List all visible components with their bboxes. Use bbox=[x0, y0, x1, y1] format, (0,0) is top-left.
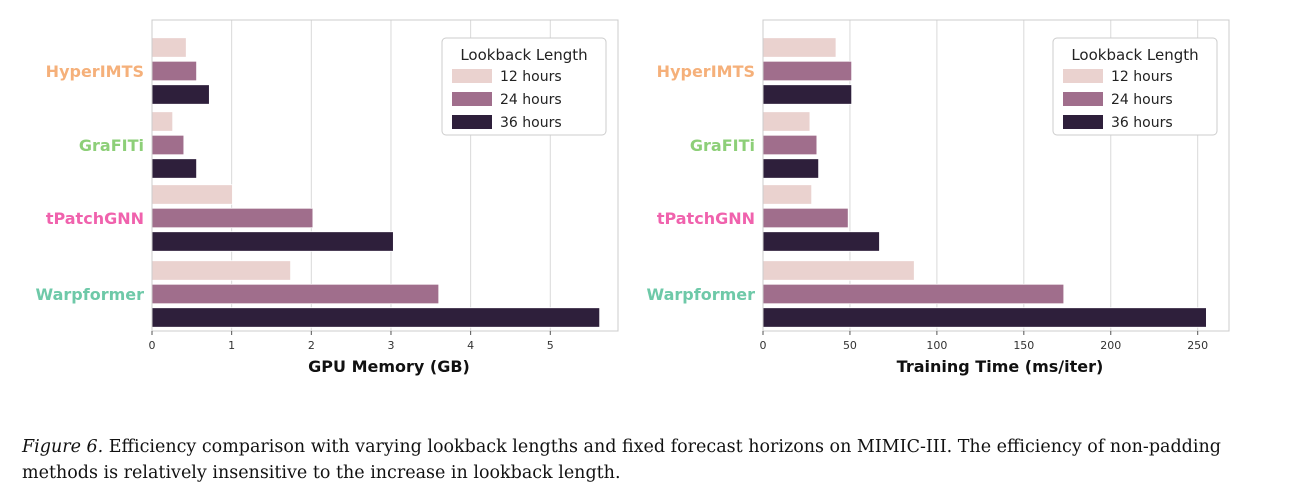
legend-swatch bbox=[452, 115, 492, 129]
legend-label: 24 hours bbox=[1111, 92, 1173, 108]
legend-swatch bbox=[452, 92, 492, 106]
legend-swatch bbox=[1063, 115, 1103, 129]
chart-panel-1: HyperIMTS GraFITi tPatchGNN Warpformer 0 1 2 3 4… bbox=[36, 19, 619, 376]
figure: HyperIMTS GraFITi tPatchGNN Warpformer 0 1 2 3 4… bbox=[36, 19, 1230, 376]
x-tick-label: 0 bbox=[149, 339, 156, 352]
bar-GraFITi-12-hours bbox=[762, 111, 811, 132]
bar-HyperIMTS-36-hours bbox=[762, 84, 853, 105]
category-label: tPatchGNN bbox=[46, 209, 144, 228]
bar-GraFITi-24-hours bbox=[762, 134, 818, 156]
bar-HyperIMTS-12-hours bbox=[151, 37, 187, 58]
bar-GraFITi-36-hours bbox=[762, 158, 820, 179]
bar-tPatchGNN-12-hours bbox=[762, 184, 813, 205]
plot-frame bbox=[762, 19, 1230, 332]
x-tick-label: 150 bbox=[1013, 339, 1034, 352]
bar-HyperIMTS-24-hours bbox=[762, 60, 853, 82]
bar-HyperIMTS-36-hours bbox=[151, 84, 210, 105]
bar-Warpformer-36-hours bbox=[762, 307, 1207, 328]
x-tick-label: 100 bbox=[926, 339, 947, 352]
caption-label: Figure 6. bbox=[22, 437, 104, 457]
caption-text: Efficiency comparison with varying lookb… bbox=[22, 437, 1221, 483]
bar-GraFITi-24-hours bbox=[151, 134, 185, 156]
legend-swatch bbox=[1063, 69, 1103, 83]
legend-box bbox=[441, 37, 607, 136]
legend-label: 12 hours bbox=[500, 69, 562, 85]
category-label: Warpformer bbox=[647, 285, 756, 304]
bar-tPatchGNN-36-hours bbox=[151, 231, 394, 252]
bar-tPatchGNN-36-hours bbox=[762, 231, 880, 252]
category-label: HyperIMTS bbox=[46, 62, 144, 81]
bar-GraFITi-36-hours bbox=[151, 158, 198, 179]
bar-Warpformer-12-hours bbox=[762, 260, 915, 281]
category-label: tPatchGNN bbox=[657, 209, 755, 228]
x-tick-label: 50 bbox=[843, 339, 857, 352]
legend-title: Lookback Length bbox=[460, 46, 587, 64]
x-tick-label: 2 bbox=[308, 339, 315, 352]
bar-HyperIMTS-12-hours bbox=[762, 37, 837, 58]
bar-Warpformer-36-hours bbox=[151, 307, 601, 328]
bar-GraFITi-12-hours bbox=[151, 111, 174, 132]
x-axis-label: Training Time (ms/iter) bbox=[897, 357, 1104, 376]
legend-title: Lookback Length bbox=[1071, 46, 1198, 64]
chart-panel-2: HyperIMTS GraFITi tPatchGNN Warpformer 0 50 10… bbox=[647, 19, 1230, 376]
x-axis-label: GPU Memory (GB) bbox=[308, 357, 470, 376]
legend-swatch bbox=[1063, 92, 1103, 106]
bar-tPatchGNN-24-hours bbox=[762, 207, 849, 229]
x-tick-label: 250 bbox=[1187, 339, 1208, 352]
category-label: GraFITi bbox=[79, 136, 144, 155]
bar-Warpformer-24-hours bbox=[151, 283, 440, 305]
category-label: HyperIMTS bbox=[657, 62, 755, 81]
bar-HyperIMTS-24-hours bbox=[151, 60, 198, 82]
figure-caption: Figure 6. Efficiency comparison with var… bbox=[22, 434, 1272, 486]
bar-tPatchGNN-24-hours bbox=[151, 207, 314, 229]
legend-label: 24 hours bbox=[500, 92, 562, 108]
bar-Warpformer-24-hours bbox=[762, 283, 1065, 305]
category-label: GraFITi bbox=[690, 136, 755, 155]
bar-Warpformer-12-hours bbox=[151, 260, 292, 281]
plot-frame bbox=[151, 19, 619, 332]
x-tick-label: 5 bbox=[547, 339, 554, 352]
legend-label: 12 hours bbox=[1111, 69, 1173, 85]
x-tick-label: 200 bbox=[1100, 339, 1121, 352]
legend-label: 36 hours bbox=[1111, 115, 1173, 131]
legend-swatch bbox=[452, 69, 492, 83]
x-tick-label: 4 bbox=[467, 339, 474, 352]
x-tick-label: 0 bbox=[760, 339, 767, 352]
legend-label: 36 hours bbox=[500, 115, 562, 131]
bar-tPatchGNN-12-hours bbox=[151, 184, 233, 205]
x-tick-label: 1 bbox=[228, 339, 235, 352]
x-tick-label: 3 bbox=[387, 339, 394, 352]
category-label: Warpformer bbox=[36, 285, 145, 304]
legend-box bbox=[1052, 37, 1218, 136]
